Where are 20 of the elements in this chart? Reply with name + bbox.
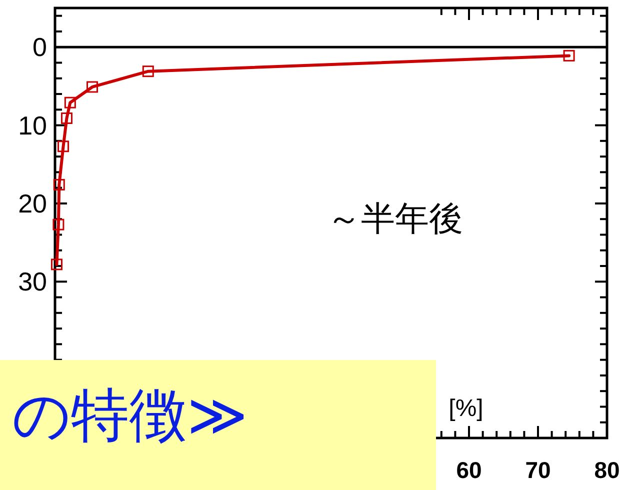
y-tick-label: 20 [18,188,47,218]
point [142,66,154,78]
point [58,140,70,152]
x-tick-label: 70 [525,457,551,483]
point [563,50,575,62]
x-tick-label: 60 [456,457,482,483]
y-tick-label: 30 [18,266,47,297]
point [64,96,76,108]
point [86,81,98,93]
y-tick-label: 10 [18,110,47,140]
point [60,112,72,124]
x-tick-label: 80 [594,457,620,483]
annotation: ～半年後 [327,200,463,238]
x-axis-title: [%] [448,395,484,422]
annotation: の特徴≫ [12,383,248,448]
y-tick-label: 0 [32,32,47,62]
point [50,258,62,270]
point [52,218,64,230]
point [53,178,65,190]
annotation: の特徴≫ [0,360,436,490]
